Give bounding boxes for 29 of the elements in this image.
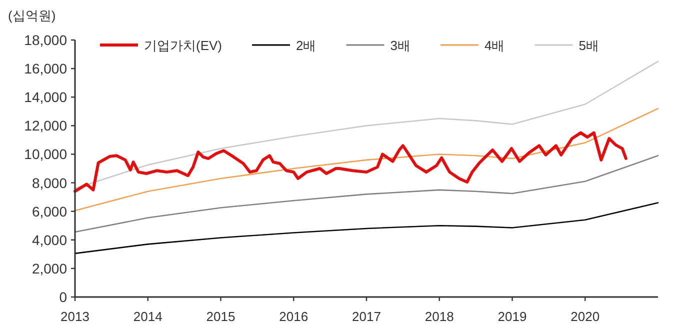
y-tick-label: 0 xyxy=(59,289,68,305)
y-tick-label: 6,000 xyxy=(32,203,68,220)
legend-label: 기업가치(EV) xyxy=(144,38,222,53)
y-tick-label: 14,000 xyxy=(24,89,68,106)
x-tick-label: 2017 xyxy=(352,309,381,324)
x-tick-label: 2019 xyxy=(498,309,527,324)
x-tick-label: 2013 xyxy=(60,309,90,324)
y-tick-label: 16,000 xyxy=(24,60,68,77)
y-tick-label: 12,000 xyxy=(24,118,68,134)
legend-label: 2배 xyxy=(296,38,316,53)
line-series xyxy=(74,202,659,254)
y-axis-title: (십억원) xyxy=(8,8,56,23)
y-tick-label: 4,000 xyxy=(32,232,68,248)
x-tick-label: 2015 xyxy=(206,309,236,324)
line-series xyxy=(74,155,659,233)
y-tick-label: 8,000 xyxy=(32,174,68,191)
line-series xyxy=(74,108,659,212)
line-series xyxy=(74,131,628,193)
x-tick-label: 2020 xyxy=(570,309,600,324)
x-tick-label: 2018 xyxy=(424,309,454,324)
y-tick-label: 18,000 xyxy=(24,32,68,48)
y-tick-label: 2,000 xyxy=(32,260,68,276)
legend-label: 5배 xyxy=(578,38,599,53)
line-series xyxy=(74,60,659,190)
x-tick-label: 2016 xyxy=(279,309,308,324)
legend-label: 4배 xyxy=(484,38,505,53)
x-tick-label: 2014 xyxy=(133,309,162,324)
y-tick-label: 10,000 xyxy=(24,146,68,162)
legend-label: 3배 xyxy=(390,38,410,53)
